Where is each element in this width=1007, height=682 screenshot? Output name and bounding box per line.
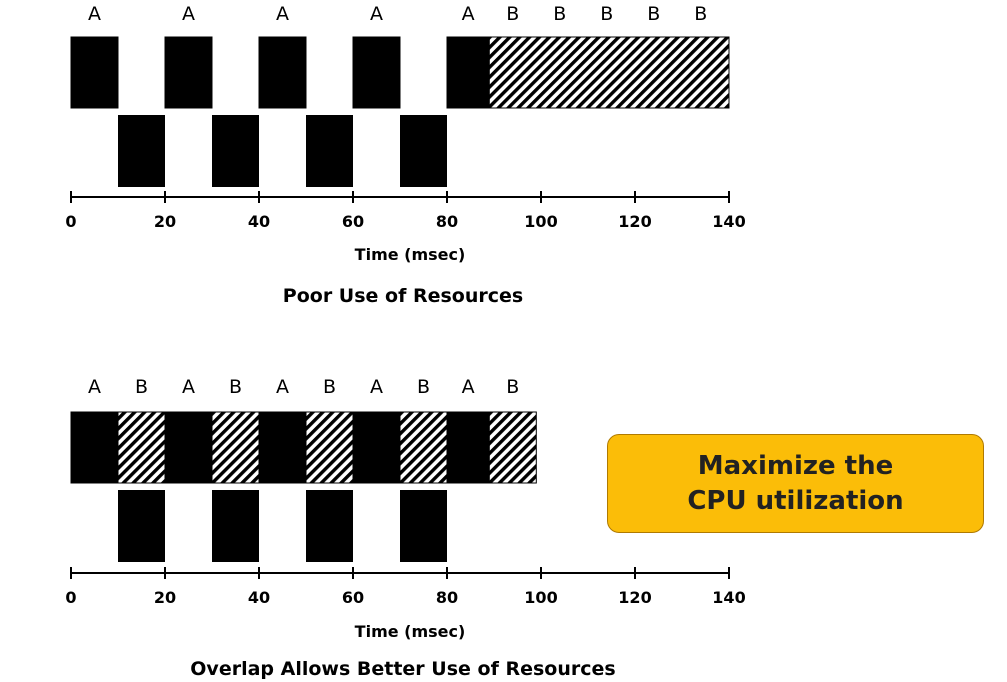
block-label: B	[417, 376, 430, 398]
axis-tick-label: 80	[436, 212, 458, 231]
axis-tick-label: 100	[524, 588, 557, 607]
process-a-io-block	[400, 490, 447, 562]
axis-tick-label: 140	[712, 588, 745, 607]
axis-tick-label: 40	[248, 588, 270, 607]
block-label: B	[694, 3, 707, 25]
axis-tick-label: 0	[65, 588, 76, 607]
axis-tick-label: 140	[712, 212, 745, 231]
process-a-cpu-block	[258, 411, 307, 484]
axis-tick-label: 60	[342, 212, 364, 231]
block-label: A	[462, 376, 475, 398]
process-a-io-block	[118, 115, 165, 187]
block-label: B	[600, 3, 613, 25]
process-a-cpu-block	[258, 36, 307, 109]
axis-tick-label: 80	[436, 588, 458, 607]
block-label: A	[370, 376, 383, 398]
axis-tick-label: 120	[618, 588, 651, 607]
process-b-cpu-block	[488, 411, 537, 484]
block-label: B	[553, 3, 566, 25]
process-a-io-block	[306, 115, 353, 187]
diagram-poor-use: A A A A A B B B B B 0 20 40 60 80 100 120 140 Time (msec) P…	[65, 3, 745, 307]
block-label: B	[647, 3, 660, 25]
process-a-io-block	[400, 115, 447, 187]
process-a-cpu-block	[70, 411, 119, 484]
axis-tick-label: 20	[154, 212, 176, 231]
diagram-caption: Poor Use of Resources	[283, 285, 523, 307]
axis-tick-label: 0	[65, 212, 76, 231]
axis-tick-label: 20	[154, 588, 176, 607]
block-label: B	[135, 376, 148, 398]
axis-tick-label: 60	[342, 588, 364, 607]
process-b-cpu-block	[488, 36, 730, 109]
block-label: B	[229, 376, 242, 398]
process-a-cpu-block	[352, 36, 401, 109]
process-a-cpu-block	[164, 411, 213, 484]
axis-title: Time (msec)	[355, 622, 466, 641]
process-a-cpu-block	[352, 411, 401, 484]
process-a-io-block	[118, 490, 165, 562]
diagram-overlap: A B A B A B A B A B 0 20 40 60 80 100 120 140 Time (msec) O…	[65, 376, 745, 680]
axis-tick-label: 100	[524, 212, 557, 231]
process-a-cpu-block	[446, 411, 490, 484]
block-label: A	[182, 3, 195, 25]
block-label: A	[276, 376, 289, 398]
block-label: A	[370, 3, 383, 25]
axis-title: Time (msec)	[355, 245, 466, 264]
process-a-cpu-block	[70, 36, 119, 109]
cpu-utilization-callout: Maximize the CPU utilization	[607, 434, 984, 533]
block-label: B	[506, 3, 519, 25]
block-label: B	[323, 376, 336, 398]
axis-tick-label: 120	[618, 212, 651, 231]
process-a-io-block	[306, 490, 353, 562]
process-b-cpu-block	[399, 411, 448, 484]
block-label: A	[88, 376, 101, 398]
block-label: A	[462, 3, 475, 25]
process-a-io-block	[212, 490, 259, 562]
process-a-cpu-block	[446, 36, 490, 109]
block-label: A	[182, 376, 195, 398]
process-a-io-block	[212, 115, 259, 187]
process-b-cpu-block	[305, 411, 354, 484]
block-label: B	[506, 376, 519, 398]
process-a-cpu-block	[164, 36, 213, 109]
block-label: A	[88, 3, 101, 25]
process-b-cpu-block	[211, 411, 260, 484]
diagram-caption: Overlap Allows Better Use of Resources	[190, 658, 615, 680]
axis-tick-label: 40	[248, 212, 270, 231]
block-label: A	[276, 3, 289, 25]
process-b-cpu-block	[117, 411, 166, 484]
